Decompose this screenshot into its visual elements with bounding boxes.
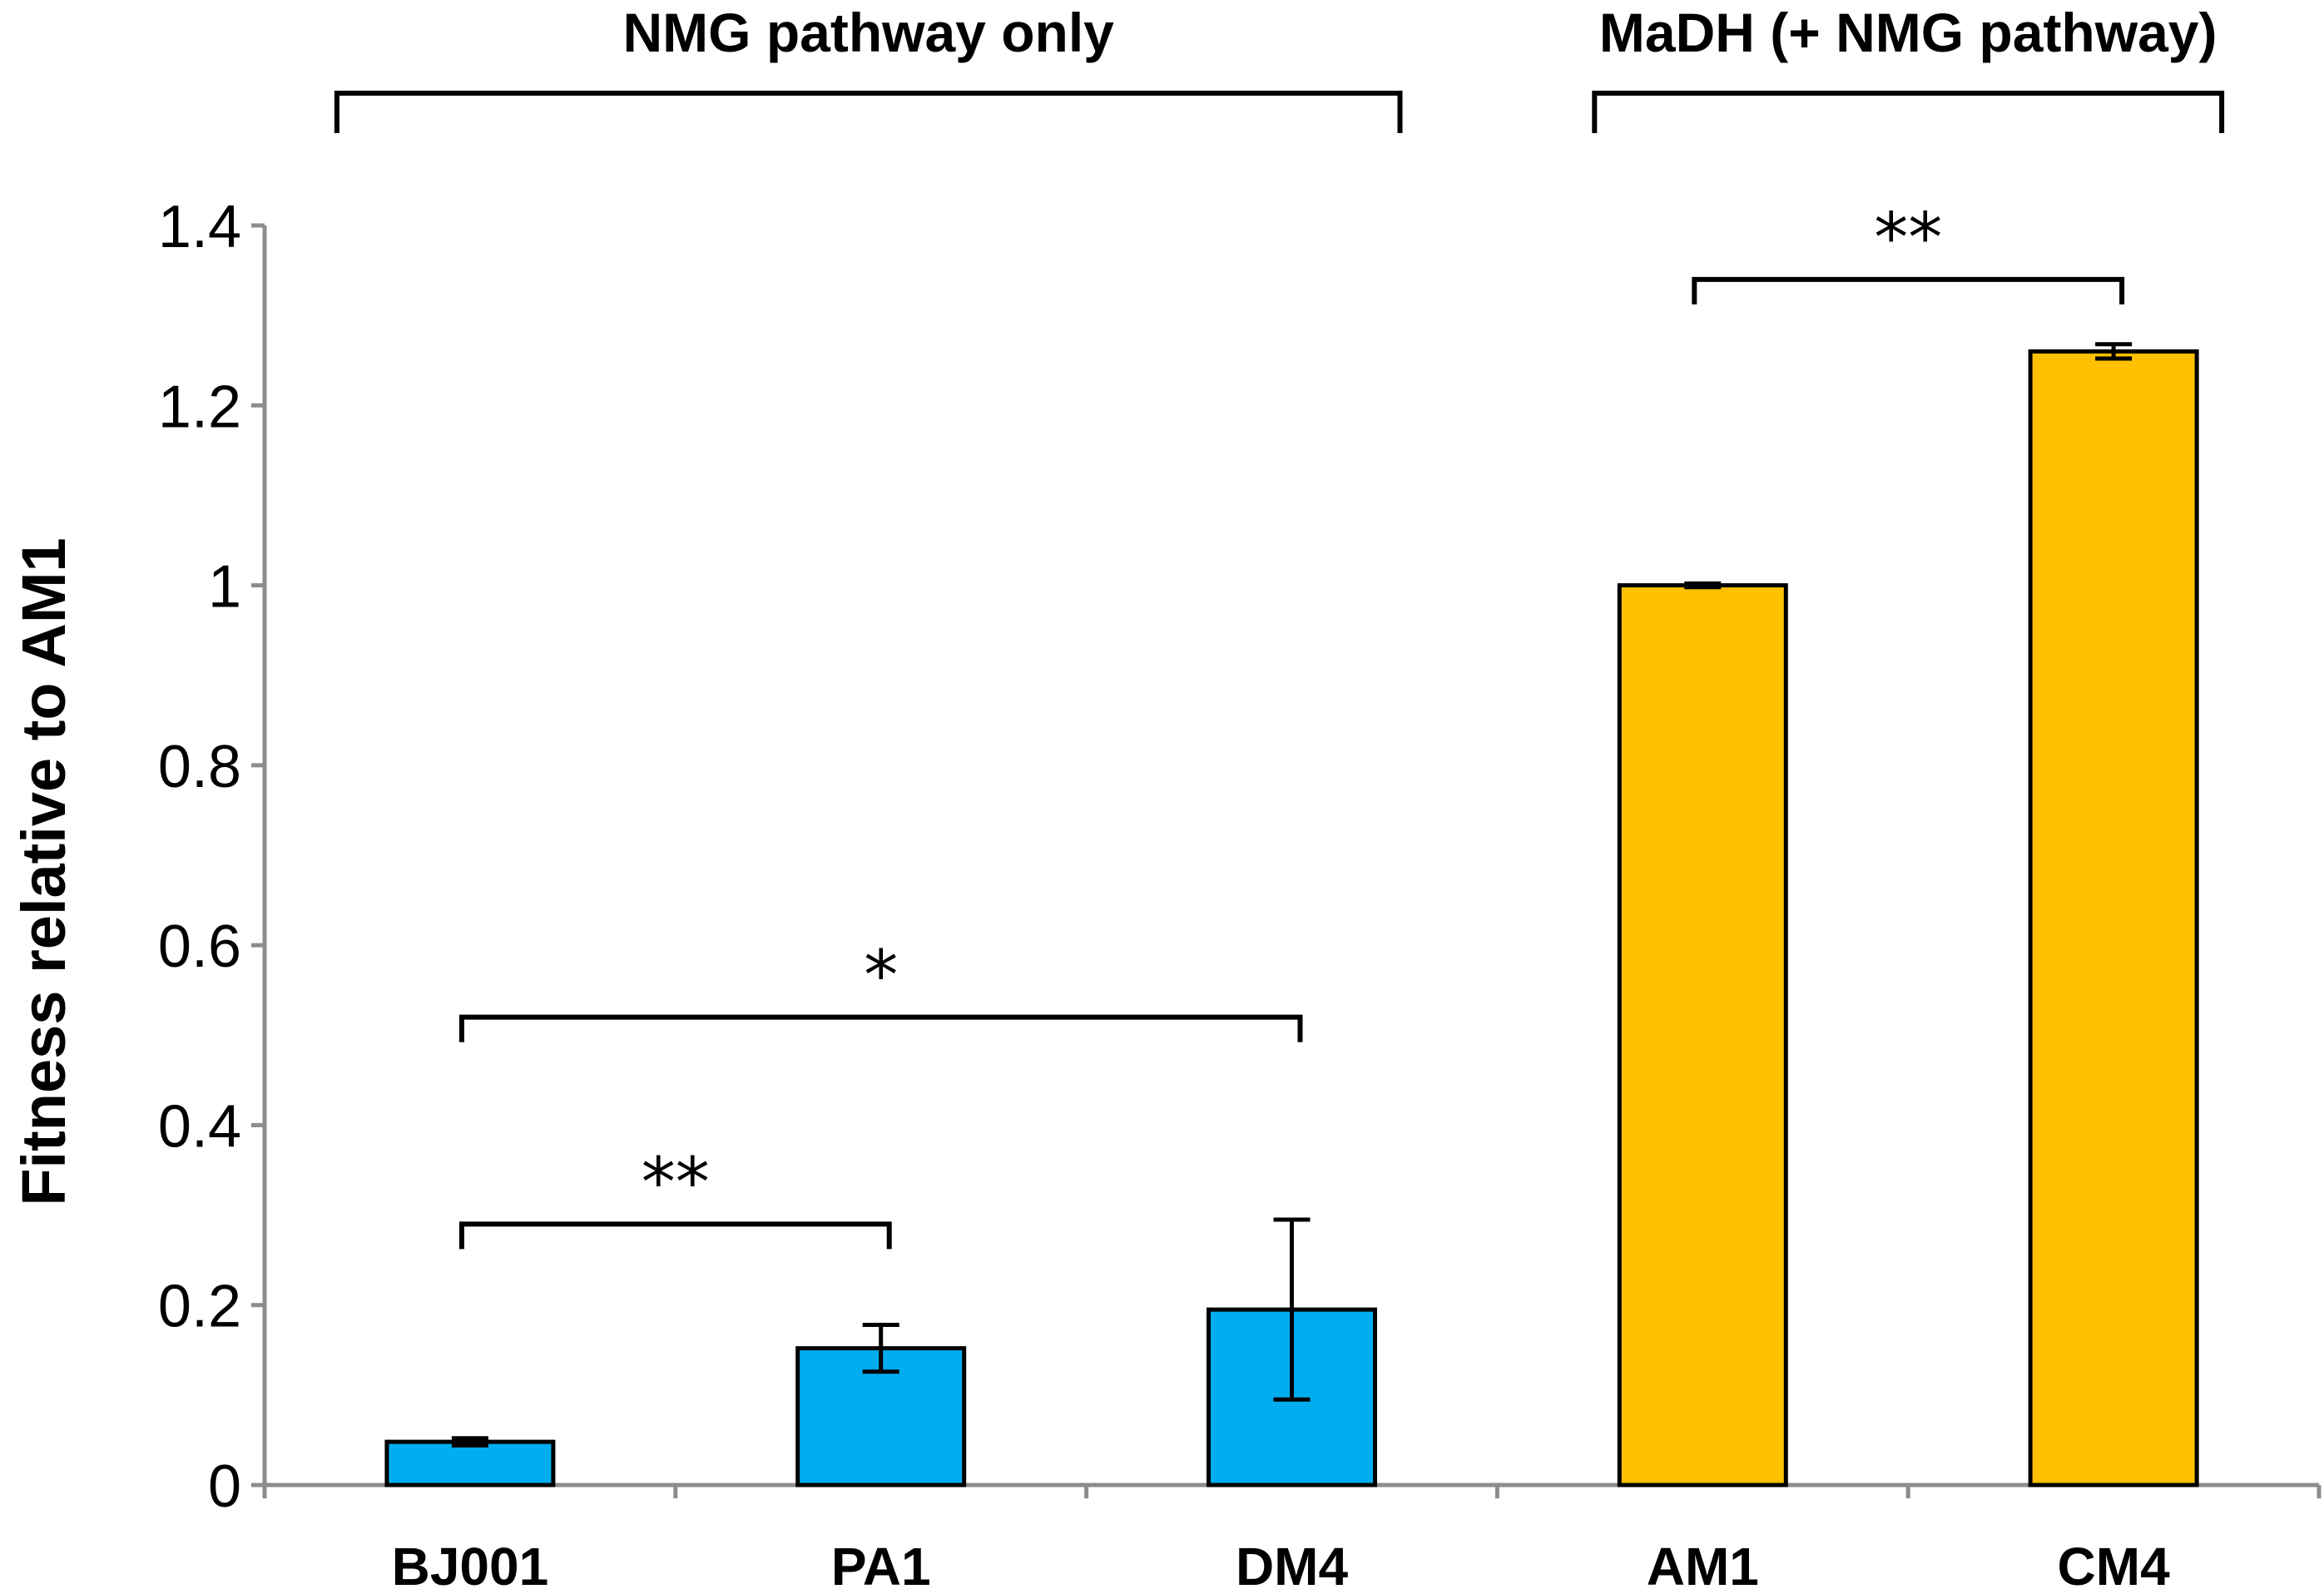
y-tick-label: 0.4 [158, 1093, 241, 1160]
group-label: MaDH (+ NMG pathway) [1599, 2, 2217, 63]
significance-label: ** [1874, 199, 1942, 278]
group-bracket [334, 91, 1403, 133]
significance-label: * [864, 937, 898, 1016]
bar-cm4 [2028, 349, 2199, 1488]
x-tick-label: DM4 [1236, 1537, 1349, 1594]
group-brackets: NMG pathway only MaDH (+ NMG pathway) [334, 2, 2225, 133]
y-tick-label: 0.8 [158, 734, 241, 800]
group-label: NMG pathway only [623, 2, 1115, 63]
significance-bracket [458, 1221, 892, 1250]
y-tick-label: 0 [208, 1453, 241, 1520]
x-tick-label: AM1 [1647, 1537, 1759, 1594]
x-tick-label: CM4 [2058, 1537, 2171, 1594]
bar-am1 [1617, 583, 1788, 1488]
y-axis: 0 0.2 0.4 0.6 0.8 1 1.2 1.4 [158, 194, 267, 1520]
significance-label: ** [642, 1143, 710, 1222]
x-axis: BJ001 PA1 DM4 AM1 CM4 [262, 1483, 2322, 1594]
group-bracket [1592, 91, 2225, 133]
significance-bracket [1692, 276, 2125, 304]
significance-brackets: ***** [458, 199, 2125, 1250]
x-tick-label: BJ001 [392, 1537, 549, 1594]
significance-bracket [458, 1014, 1303, 1042]
y-tick-label: 1 [208, 554, 241, 621]
y-tick-label: 1.2 [158, 374, 241, 440]
y-tick-label: 0.6 [158, 913, 241, 980]
y-axis-label: Fitness relative to AM1 [9, 537, 78, 1205]
error-bars [451, 342, 2133, 1448]
y-tick-label: 0.2 [158, 1274, 241, 1340]
bar-bj001 [384, 1439, 556, 1488]
x-tick-label: PA1 [831, 1537, 931, 1594]
y-tick-label: 1.4 [158, 194, 241, 260]
